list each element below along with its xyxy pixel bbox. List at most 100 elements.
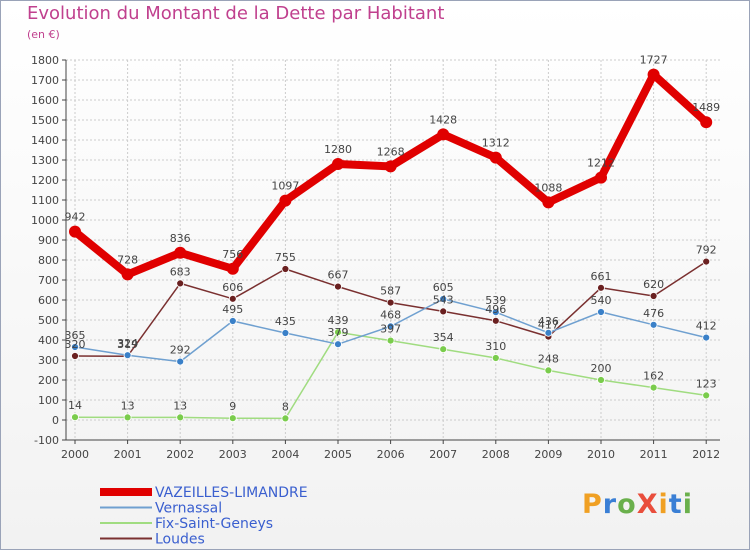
data-point (332, 158, 344, 170)
logo-letter: t (668, 489, 683, 520)
x-tick-label: 2001 (114, 448, 142, 461)
data-label: 200 (591, 362, 612, 375)
x-tick-label: 2003 (219, 448, 247, 461)
x-tick-label: 2002 (166, 448, 194, 461)
y-tick-label: -100 (34, 434, 59, 447)
data-label: 320 (65, 338, 86, 351)
data-label: 620 (643, 278, 664, 291)
data-label: 836 (170, 232, 191, 245)
data-point (491, 316, 500, 325)
x-tick-label: 2004 (271, 448, 299, 461)
data-label: 1268 (377, 145, 405, 158)
data-point (702, 257, 711, 266)
data-label: 1280 (324, 143, 352, 156)
data-point (597, 376, 605, 384)
data-point (386, 322, 395, 331)
y-tick-label: 1500 (31, 114, 59, 127)
data-label: 412 (696, 320, 717, 333)
data-label: 1212 (587, 157, 615, 170)
data-point (121, 268, 134, 281)
legend-label: Fix-Saint-Geneys (155, 516, 273, 532)
data-label: 587 (380, 285, 401, 298)
data-label: 8 (282, 400, 289, 413)
x-tick-label: 2005 (324, 448, 352, 461)
legend-label: VAZEILLES-LIMANDRE (155, 485, 308, 501)
data-point (489, 151, 502, 164)
data-label: 661 (591, 270, 612, 283)
y-tick-label: 200 (38, 374, 59, 387)
data-label: 354 (433, 331, 454, 344)
y-tick-label: 600 (38, 294, 59, 307)
data-point (71, 352, 79, 360)
y-tick-label: 1300 (31, 154, 59, 167)
data-label: 13 (121, 399, 135, 412)
data-point (702, 333, 711, 342)
y-tick-label: 400 (38, 334, 59, 347)
legend-label: Loudes (155, 532, 205, 548)
x-tick-label: 2009 (534, 448, 562, 461)
data-label: 1428 (429, 113, 457, 126)
data-label: 365 (65, 329, 86, 342)
data-label: 1312 (482, 137, 510, 150)
data-point (71, 413, 79, 422)
y-tick-label: 100 (38, 394, 59, 407)
data-label: 606 (222, 281, 243, 294)
data-point (281, 265, 290, 273)
logo-letter: i (682, 489, 693, 520)
data-label: 468 (380, 308, 401, 321)
data-point (649, 320, 658, 329)
x-tick-label: 2012 (692, 448, 720, 461)
logo-letter: i (658, 489, 669, 520)
x-tick-label: 2011 (640, 448, 668, 461)
data-label: 476 (643, 307, 664, 320)
x-tick-label: 2006 (377, 448, 405, 461)
data-point (123, 413, 132, 422)
data-point (174, 246, 187, 259)
y-tick-label: 700 (38, 274, 59, 287)
data-label: 13 (173, 399, 187, 412)
data-label: 496 (485, 303, 506, 316)
logo-letter: P (582, 489, 603, 520)
chart-subtitle: (en €) (27, 28, 60, 41)
data-label: 435 (275, 315, 296, 328)
data-point (491, 354, 500, 362)
data-label: 319 (117, 338, 138, 351)
data-point (544, 366, 553, 375)
data-point (439, 307, 448, 316)
y-tick-label: 1400 (31, 134, 59, 147)
data-point (491, 308, 500, 317)
data-label: 683 (170, 265, 191, 278)
proxiti-logo: ProXiti (582, 489, 693, 520)
data-label: 123 (696, 377, 717, 390)
data-point (281, 329, 290, 337)
data-label: 605 (433, 281, 454, 294)
data-label: 543 (433, 293, 454, 306)
logo-letter: r (602, 489, 618, 520)
data-point (595, 171, 607, 184)
legend-label: Vernassal (155, 501, 222, 517)
data-point (71, 343, 79, 351)
data-point (228, 317, 237, 325)
y-tick-label: 300 (38, 354, 59, 367)
data-point (439, 345, 448, 354)
data-point (700, 116, 713, 129)
x-tick-label: 2007 (429, 448, 457, 461)
data-label: 379 (328, 326, 349, 339)
y-tick-label: 900 (38, 234, 59, 247)
data-point (597, 308, 605, 316)
data-point (279, 194, 292, 207)
y-tick-label: 0 (52, 414, 59, 427)
data-label: 942 (65, 211, 86, 224)
data-point (597, 283, 605, 292)
y-tick-label: 1700 (31, 74, 59, 87)
data-point (123, 351, 132, 360)
data-label: 439 (328, 314, 349, 327)
y-tick-label: 800 (38, 254, 59, 267)
data-point (281, 414, 290, 423)
data-label: 417 (538, 319, 559, 332)
x-tick-label: 2000 (61, 448, 89, 461)
chart-title: Evolution du Montant de la Dette par Hab… (27, 3, 445, 24)
data-point (176, 413, 185, 422)
logo-letter: X (636, 489, 659, 520)
